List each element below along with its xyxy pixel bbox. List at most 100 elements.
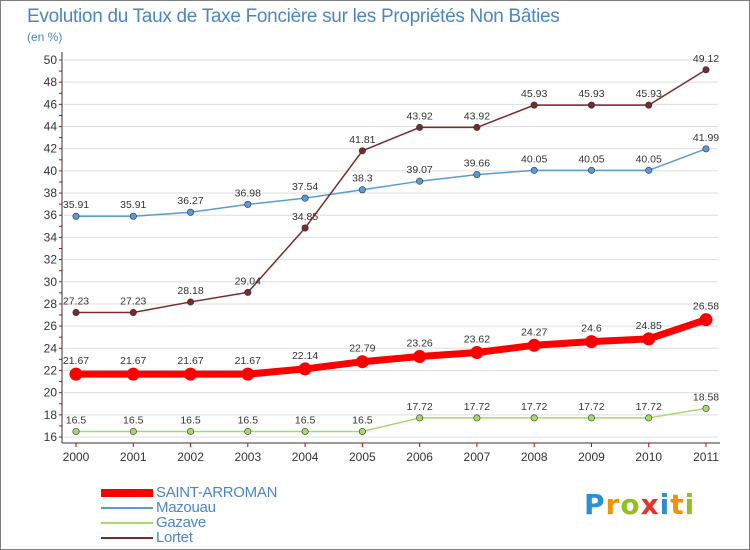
legend-swatch bbox=[101, 537, 153, 539]
series-mazouau: 35.91 35.91 36.27 36.98 37.54 38.3 39.07 39.66 4… bbox=[63, 132, 719, 220]
data-point bbox=[358, 147, 366, 155]
data-label: 39.66 bbox=[464, 158, 490, 170]
legend-label: SAINT-ARROMAN bbox=[156, 484, 278, 501]
series-line bbox=[75, 69, 707, 314]
data-label: 45.93 bbox=[521, 88, 547, 100]
series-gazave: 16.5 16.5 16.5 16.5 16.5 16.5 17.72 17.72 17.72 1… bbox=[66, 391, 719, 435]
data-label: 45.93 bbox=[636, 88, 662, 100]
series-saint-arroman: 21.67 21.67 21.67 21.67 22.14 22.79 23.26 23.62… bbox=[63, 301, 719, 381]
x-tick-label: 2010 bbox=[635, 450, 662, 464]
x-tick-label: 2001 bbox=[120, 450, 147, 464]
data-label: 35.91 bbox=[120, 199, 146, 211]
data-point bbox=[416, 177, 424, 185]
x-tick-label: 2005 bbox=[349, 450, 376, 464]
data-label: 27.23 bbox=[120, 295, 146, 307]
data-label: 16.5 bbox=[180, 414, 201, 426]
logo-letter: i bbox=[659, 488, 671, 521]
data-point bbox=[473, 414, 481, 422]
data-label: 16.5 bbox=[295, 414, 316, 426]
unit-label: (en %) bbox=[27, 30, 63, 44]
legend-item: Lortet bbox=[101, 529, 361, 546]
y-tick-label: 48 bbox=[44, 75, 58, 89]
legend-label: Gazave bbox=[156, 514, 206, 531]
data-point bbox=[301, 427, 309, 435]
data-label: 36.27 bbox=[177, 195, 203, 207]
data-label: 36.98 bbox=[235, 187, 261, 199]
data-label: 21.67 bbox=[120, 355, 146, 367]
x-tick-label: 2008 bbox=[521, 450, 548, 464]
chart-title: Evolution du Taux de Taxe Foncière sur l… bbox=[27, 6, 560, 27]
data-label: 22.14 bbox=[292, 350, 318, 362]
legend-label: Mazouau bbox=[156, 499, 216, 516]
data-point bbox=[187, 298, 195, 306]
legend-item: Mazouau bbox=[101, 499, 361, 516]
x-tick-label: 2011 bbox=[693, 450, 719, 464]
data-label: 40.05 bbox=[521, 153, 547, 165]
data-point bbox=[244, 427, 252, 435]
data-label: 21.67 bbox=[63, 355, 89, 367]
data-label: 17.72 bbox=[464, 401, 490, 413]
data-label: 34.85 bbox=[292, 211, 318, 223]
data-label: 41.99 bbox=[693, 132, 719, 144]
data-point bbox=[358, 427, 366, 435]
x-tick-label: 2007 bbox=[464, 450, 491, 464]
y-tick-label: 18 bbox=[44, 408, 58, 422]
y-tick-label: 44 bbox=[44, 120, 58, 134]
data-label: 29.04 bbox=[235, 275, 261, 287]
data-label: 18.58 bbox=[693, 391, 719, 403]
series-lortet: 27.23 27.23 28.18 29.04 34.85 41.81 43.92 43.92… bbox=[63, 53, 719, 316]
data-point bbox=[645, 101, 653, 109]
data-label: 23.26 bbox=[406, 337, 432, 349]
data-label: 24.6 bbox=[581, 323, 602, 335]
y-tick-label: 32 bbox=[44, 253, 58, 267]
data-point bbox=[699, 313, 713, 327]
data-point bbox=[530, 166, 538, 174]
data-point bbox=[301, 224, 309, 232]
data-label: 24.85 bbox=[636, 320, 662, 332]
data-point bbox=[244, 200, 252, 208]
data-label: 17.72 bbox=[636, 401, 662, 413]
legend-label: Lortet bbox=[156, 529, 193, 546]
x-tick-label: 2006 bbox=[406, 450, 433, 464]
data-label: 40.05 bbox=[578, 153, 604, 165]
data-label: 17.72 bbox=[521, 401, 547, 413]
legend-swatch bbox=[101, 522, 153, 524]
x-tick-label: 2003 bbox=[234, 450, 261, 464]
data-label: 16.5 bbox=[123, 414, 144, 426]
data-point bbox=[129, 212, 137, 220]
data-point bbox=[702, 66, 710, 74]
logo-letter: o bbox=[620, 488, 641, 521]
y-tick-label: 50 bbox=[44, 53, 58, 67]
y-tick-label: 30 bbox=[44, 275, 58, 289]
data-point bbox=[129, 427, 137, 435]
y-tick-label: 20 bbox=[44, 386, 58, 400]
logo-letter: P bbox=[584, 488, 606, 521]
logo-letter: i bbox=[684, 488, 696, 521]
data-label: 17.72 bbox=[578, 401, 604, 413]
legend-swatch bbox=[101, 507, 153, 509]
logo-letter: t bbox=[670, 488, 685, 521]
data-point bbox=[587, 166, 595, 174]
data-point bbox=[416, 123, 424, 131]
data-label: 16.5 bbox=[238, 414, 259, 426]
series-line bbox=[75, 407, 707, 433]
y-tick-label: 36 bbox=[44, 208, 58, 222]
y-tick-label: 40 bbox=[44, 164, 58, 178]
data-label: 21.67 bbox=[177, 355, 203, 367]
data-point bbox=[413, 349, 427, 363]
data-point bbox=[72, 212, 80, 220]
data-label: 43.92 bbox=[406, 110, 432, 122]
y-tick-label: 16 bbox=[44, 430, 58, 444]
data-label: 26.58 bbox=[693, 301, 719, 313]
data-label: 39.07 bbox=[406, 164, 432, 176]
data-point bbox=[470, 346, 484, 360]
data-point bbox=[126, 367, 140, 381]
data-point bbox=[187, 427, 195, 435]
data-point bbox=[645, 166, 653, 174]
data-point bbox=[298, 362, 312, 376]
data-label: 35.91 bbox=[63, 199, 89, 211]
legend-item: Gazave bbox=[101, 514, 361, 531]
data-point bbox=[72, 308, 80, 316]
